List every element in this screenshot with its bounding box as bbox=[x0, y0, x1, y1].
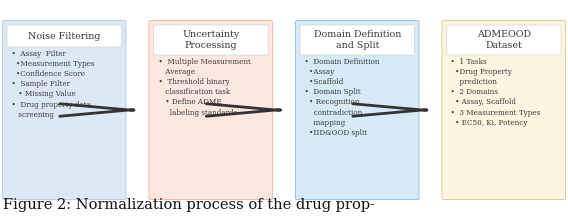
Text: •  Multiple Measurement
     Average
  •  Threshold binary
     classification t: • Multiple Measurement Average • Thresho… bbox=[153, 58, 250, 117]
FancyBboxPatch shape bbox=[300, 25, 415, 55]
FancyBboxPatch shape bbox=[446, 25, 561, 55]
Text: Figure 2: Normalization process of the drug prop-: Figure 2: Normalization process of the d… bbox=[3, 198, 375, 212]
FancyBboxPatch shape bbox=[153, 25, 268, 55]
Text: ADMEOOD
Dataset: ADMEOOD Dataset bbox=[477, 30, 531, 50]
Text: Domain Definition
and Split: Domain Definition and Split bbox=[314, 30, 401, 50]
FancyBboxPatch shape bbox=[2, 20, 126, 200]
FancyBboxPatch shape bbox=[442, 20, 566, 200]
Text: Uncertainty
Processing: Uncertainty Processing bbox=[182, 30, 239, 50]
Text: Noise Filtering: Noise Filtering bbox=[28, 31, 101, 40]
Text: •  Assay  Filter
    •Measurement Types
    •Confidence Score
  •  Sample Filter: • Assay Filter •Measurement Types •Confi… bbox=[7, 50, 94, 119]
FancyBboxPatch shape bbox=[7, 25, 122, 47]
Text: •  1 Tasks
    •Drug Property
      prediction
  •  2 Domains
    • Assay, Scaff: • 1 Tasks •Drug Property prediction • 2 … bbox=[446, 58, 541, 126]
Text: •  Domain Definition
    •Assay
    •Scaffold
  •  Domain Split
    • Recognitio: • Domain Definition •Assay •Scaffold • D… bbox=[300, 58, 379, 137]
FancyBboxPatch shape bbox=[149, 20, 273, 200]
FancyBboxPatch shape bbox=[295, 20, 419, 200]
